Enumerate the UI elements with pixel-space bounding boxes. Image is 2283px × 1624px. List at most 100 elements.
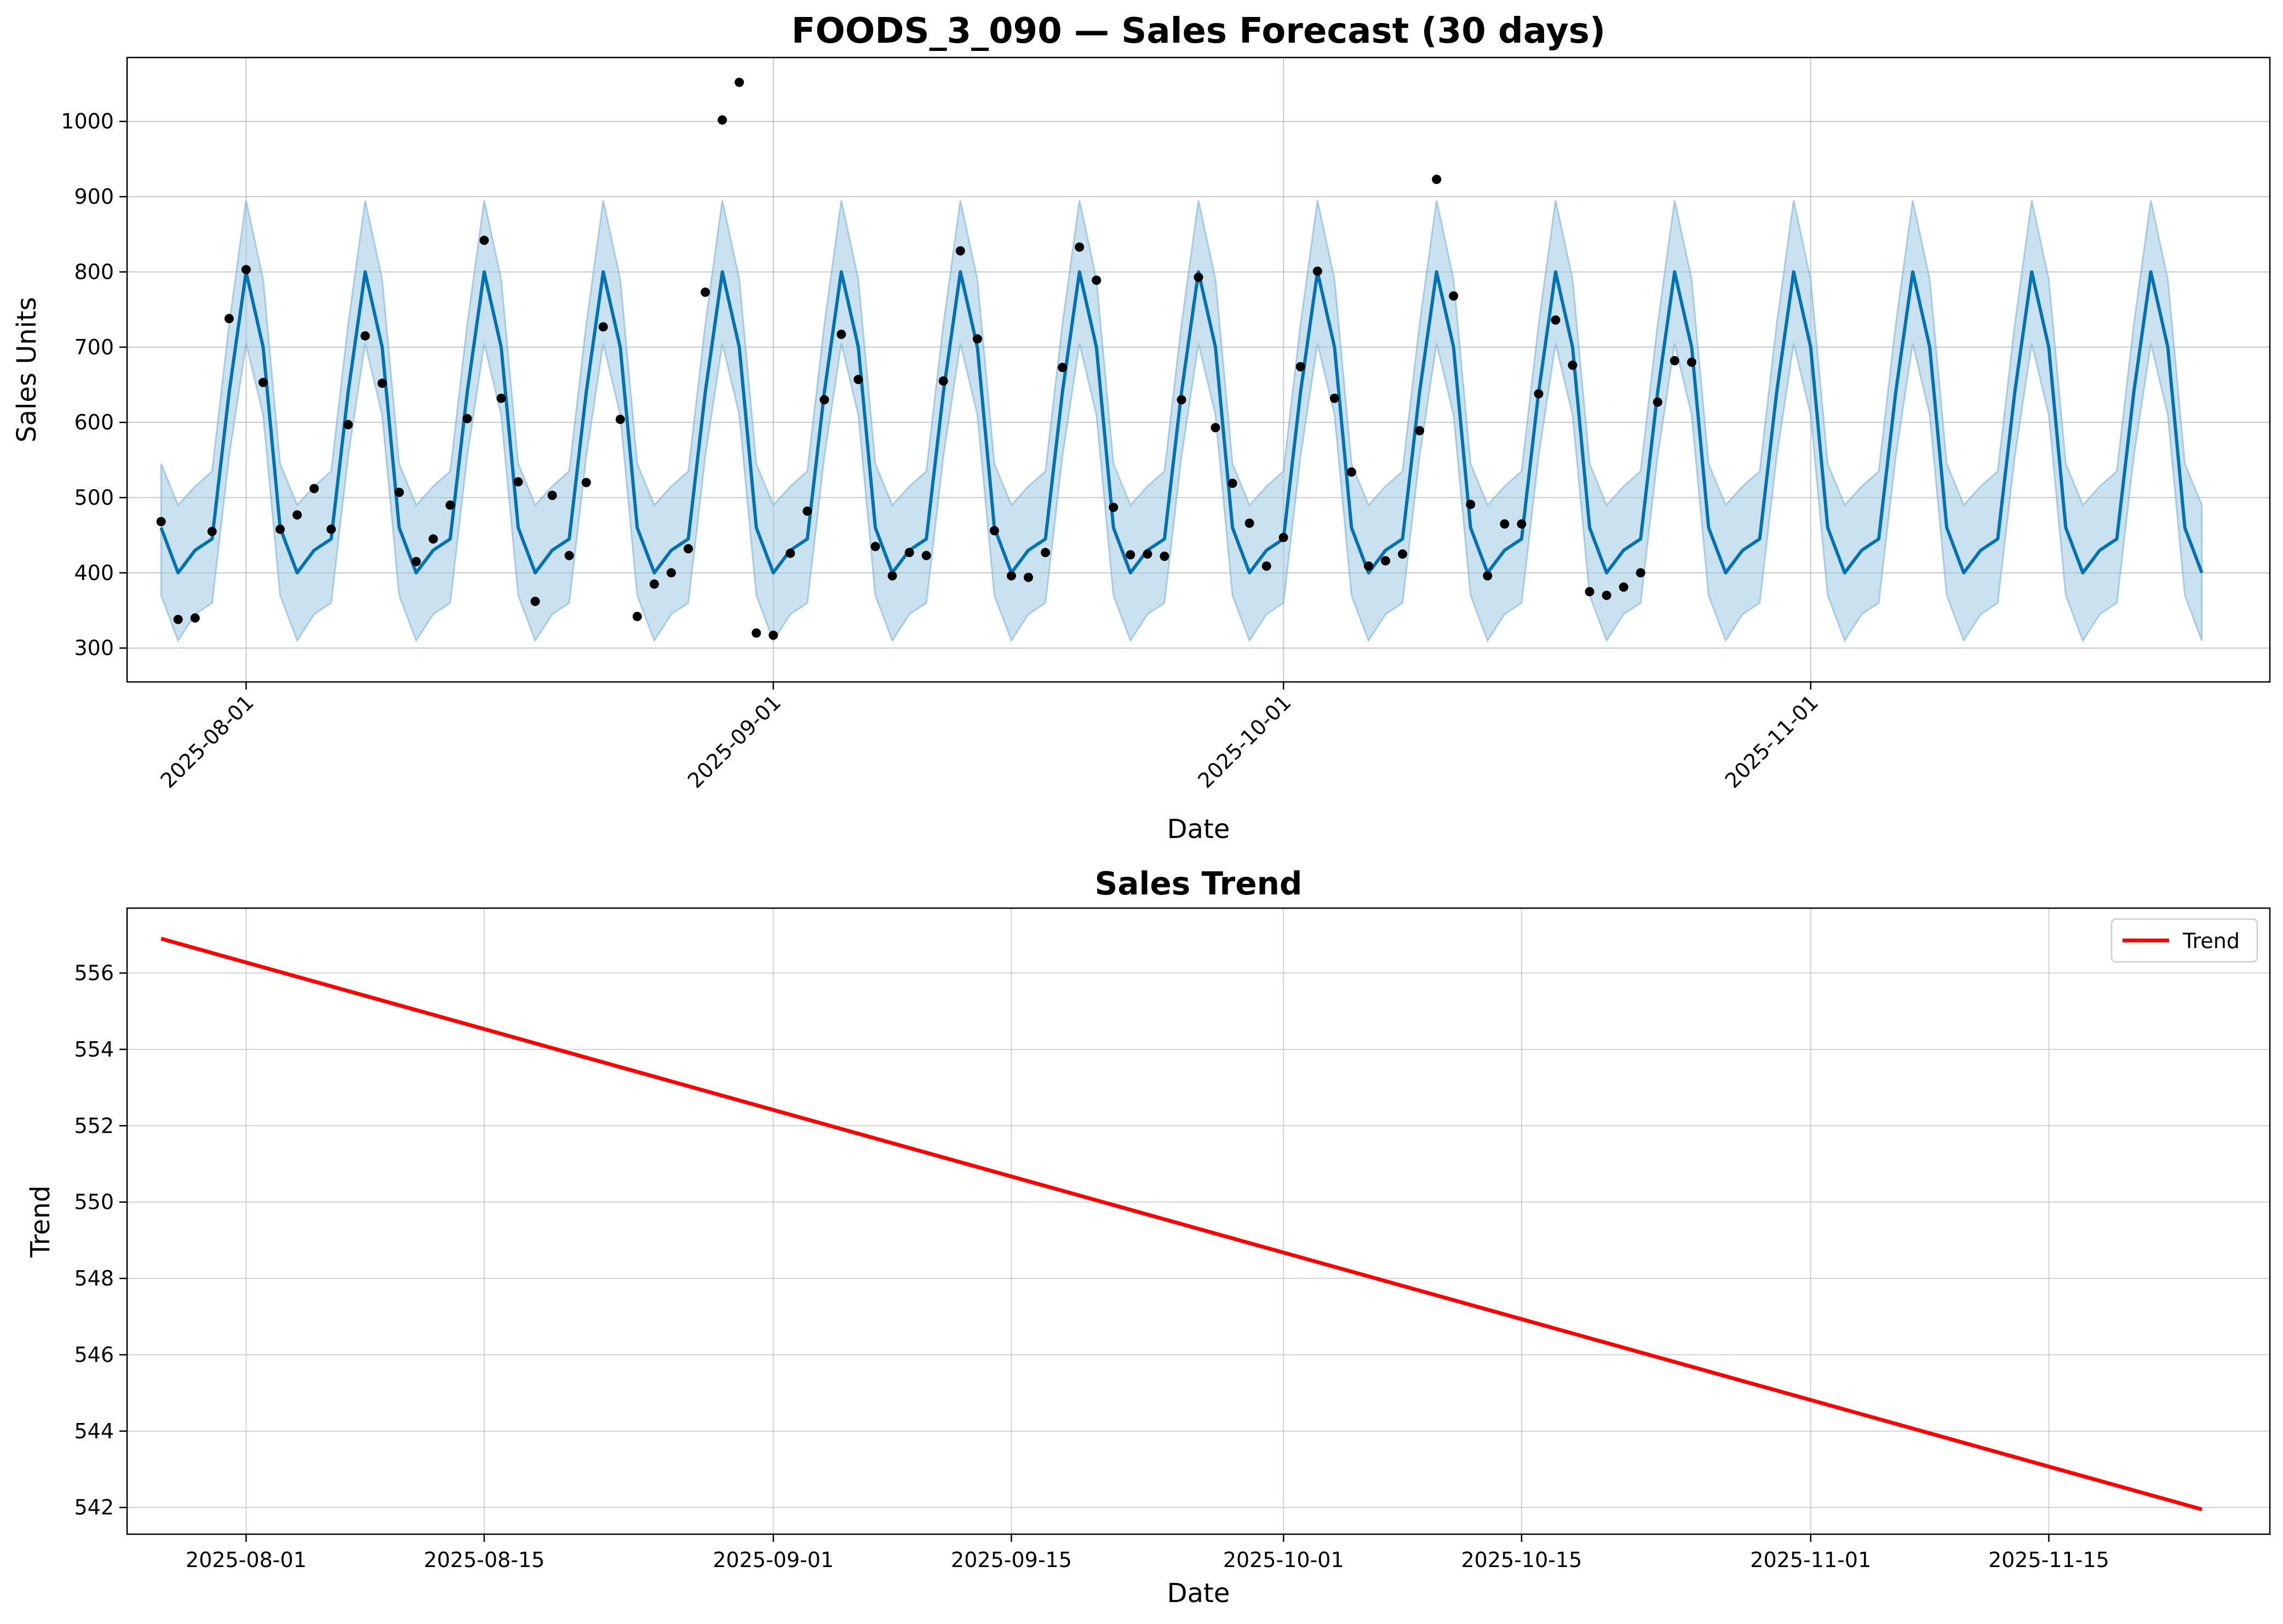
observed-point [1075, 242, 1085, 252]
trend-x-label: Date [1167, 1578, 1230, 1609]
observed-point [547, 490, 557, 500]
observed-point [836, 329, 846, 339]
forecast-line [159, 270, 2204, 575]
observed-point [496, 393, 506, 403]
forecast-title: FOODS_3_090 — Sales Forecast (30 days) [791, 11, 1605, 51]
observed-point [275, 524, 285, 534]
trend-x-tick-label: 2025-10-01 [1223, 1548, 1344, 1572]
forecast-y-tick-label: 600 [74, 410, 114, 434]
forecast-uncertainty-band [160, 200, 2203, 642]
trend-grid [127, 908, 2270, 1534]
observed-point [343, 420, 353, 429]
legend-box [2110, 918, 2258, 963]
observed-point [1466, 500, 1476, 509]
observed-point [207, 526, 217, 536]
observed-point [938, 376, 948, 386]
observed-point [1585, 587, 1594, 596]
observed-point [394, 487, 404, 497]
observed-point [1432, 175, 1442, 184]
observed-point [462, 414, 472, 423]
observed-point [955, 246, 965, 256]
trend-y-tick-label: 548 [74, 1266, 114, 1290]
forecast-x-tick-label: 2025-10-01 [1193, 690, 1295, 793]
trend-x-tick-label: 2025-09-15 [951, 1548, 1072, 1572]
observed-point [598, 322, 608, 332]
observed-point [1415, 426, 1425, 435]
observed-point [292, 510, 302, 520]
trend-x-tick-label: 2025-11-15 [1988, 1548, 2109, 1572]
observed-point [718, 115, 727, 125]
observed-point [1092, 276, 1102, 285]
trend-y-tick-label: 552 [74, 1114, 114, 1138]
observed-point [802, 506, 812, 516]
observed-point [1295, 362, 1305, 371]
trend-x-tick-label: 2025-11-01 [1750, 1548, 1871, 1572]
observed-point [1500, 519, 1510, 529]
observed-point [1109, 502, 1118, 512]
trend-x-tick-label: 2025-10-15 [1461, 1548, 1582, 1572]
forecast-y-tick-label: 700 [74, 335, 114, 359]
observed-point [309, 484, 319, 493]
trend-x-tick-label: 2025-09-01 [713, 1548, 834, 1572]
trend-y-tick-label: 556 [74, 961, 114, 985]
trend-plot-border [126, 907, 2271, 1535]
trend-y-tick-label: 544 [74, 1419, 114, 1443]
forecast-y-tick-label: 1000 [61, 110, 114, 134]
observed-point [921, 550, 931, 560]
trend-x-ticks: 2025-08-01 2025-08-15 2025-09-01 2025-09-15… [186, 1534, 2109, 1572]
observed-point [1483, 571, 1493, 581]
trend-y-tick-label: 550 [74, 1190, 114, 1214]
observed-point [1670, 356, 1679, 365]
observed-point [1398, 549, 1408, 559]
observed-point [904, 548, 914, 558]
trend-y-tick-label: 542 [74, 1495, 114, 1519]
observed-point [768, 630, 778, 640]
observed-point [224, 314, 234, 324]
observed-point [564, 550, 574, 560]
forecast-y-ticks: 300 400 500 600 700 800 900 1000 [61, 110, 127, 660]
observed-point [1007, 571, 1016, 581]
observed-point [241, 265, 251, 274]
observed-point [1160, 552, 1169, 561]
observed-point [1551, 315, 1561, 325]
forecast-y-tick-label: 300 [74, 636, 114, 660]
observed-point [1024, 572, 1033, 582]
forecast-x-ticks: 2025-08-01 2025-09-01 2025-10-01 2025-11-01 [156, 682, 1823, 793]
trend-line [160, 937, 2202, 1512]
trend-title: Sales Trend [1095, 865, 1303, 902]
forecast-plot-border [126, 56, 2271, 683]
observed-point [1449, 291, 1459, 301]
trend-y-label: Trend [25, 1185, 56, 1258]
trend-x-tick-label: 2025-08-15 [424, 1548, 545, 1572]
observed-point [1346, 467, 1356, 477]
observed-point [1568, 360, 1578, 370]
forecast-x-tick-label: 2025-08-01 [156, 690, 258, 793]
forecast-y-tick-label: 800 [74, 260, 114, 284]
observed-point [1312, 266, 1322, 276]
observed-point [513, 477, 523, 487]
observed-point [1194, 272, 1203, 282]
observed-point [530, 596, 540, 606]
forecast-x-tick-label: 2025-09-01 [683, 690, 785, 793]
observed-point [1517, 519, 1527, 529]
observed-point [1381, 556, 1390, 566]
forecast-y-label: Sales Units [12, 297, 42, 443]
observed-point [1211, 423, 1220, 433]
observed-point [819, 395, 829, 405]
trend-x-tick-label: 2025-08-01 [186, 1548, 307, 1572]
observed-point [411, 556, 421, 566]
observed-point [1687, 357, 1696, 367]
trend-y-tick-label: 546 [74, 1342, 114, 1367]
observed-point [785, 548, 795, 558]
observed-point [1177, 395, 1186, 405]
legend-trend-label: Trend [2182, 929, 2240, 953]
observed-point [173, 615, 183, 624]
observed-point [1636, 568, 1645, 578]
observed-point [156, 517, 166, 526]
observed-point [428, 534, 438, 544]
observed-points [156, 77, 1696, 640]
observed-point [632, 612, 642, 621]
observed-point [1244, 518, 1254, 528]
forecast-y-tick-label: 500 [74, 485, 114, 509]
